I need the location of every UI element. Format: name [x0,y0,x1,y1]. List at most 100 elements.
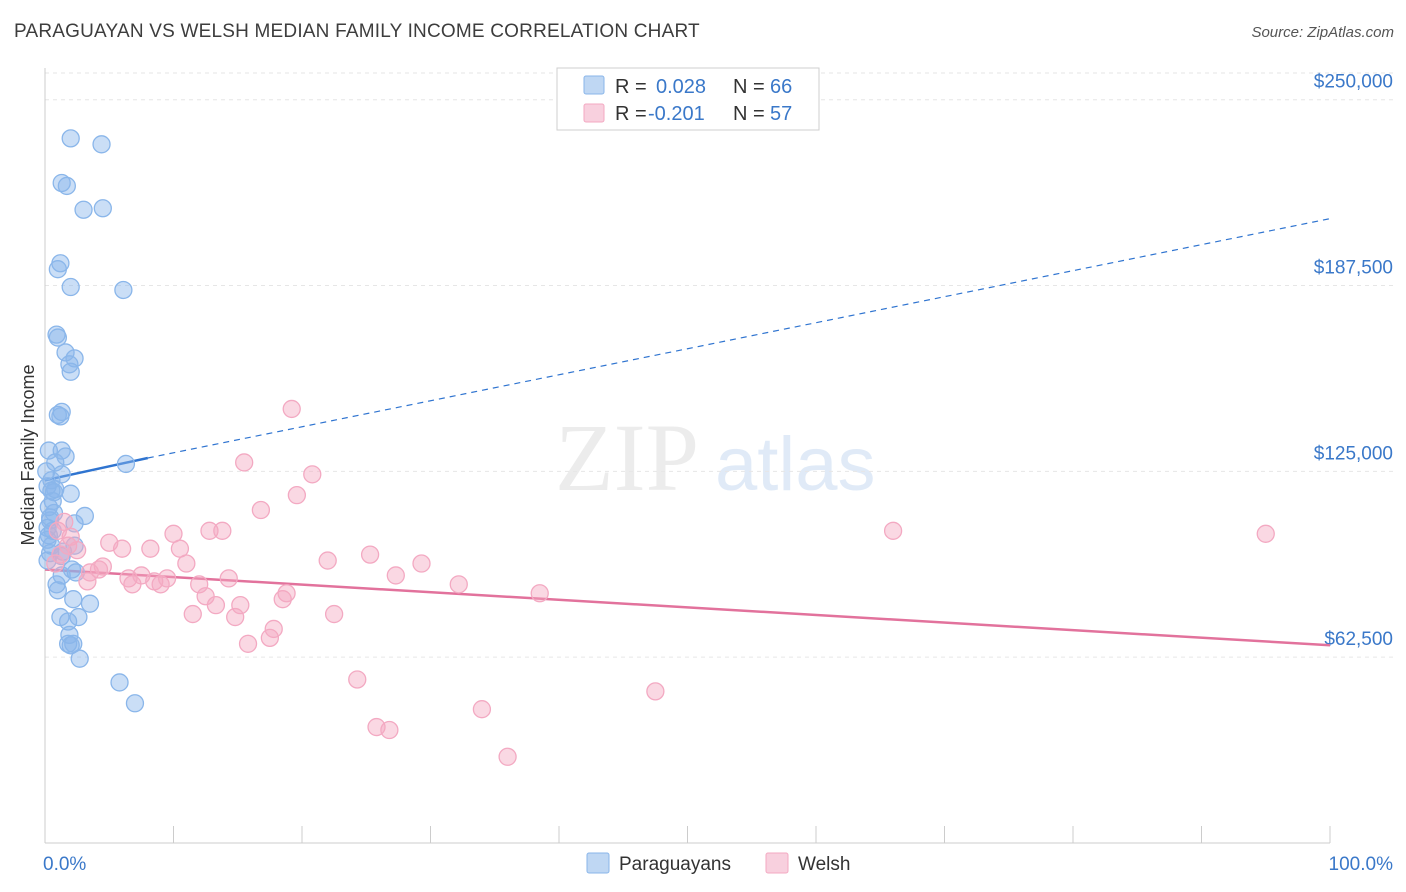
paraguayans-point-59 [110,673,129,692]
chart-title: PARAGUAYAN VS WELSH MEDIAN FAMILY INCOME… [14,21,700,42]
paraguayans-point-9 [114,280,133,300]
paraguayans-point-33 [75,506,94,526]
legend-r-label-1: R = [615,103,647,125]
y-tick-label-1: $125,000 [1314,443,1393,464]
welsh-point-32 [251,500,271,520]
welsh-point-25 [206,596,226,615]
welsh-point-4 [67,541,87,560]
bottom-legend-label-paraguayans: Paraguayans [619,854,731,875]
legend-n-label-0: N = [733,76,765,98]
welsh-point-14 [141,539,160,558]
legend-r-value-0: 0.028 [656,76,706,98]
paraguayans-point-47 [47,575,66,594]
welsh-point-21 [183,604,202,624]
x-tick-label-0: 0.0% [43,854,86,875]
watermark-atlas: atlas [715,422,876,507]
welsh-point-24 [200,521,219,540]
series-legend: Paraguayans Welsh [586,852,850,875]
paraguayans-point-29 [61,484,80,503]
welsh-point-31 [238,634,258,653]
paraguayans-point-50 [80,594,100,613]
paraguayans-point-15 [61,362,80,381]
welsh-point-50 [498,747,517,766]
paraguayans-point-1 [92,135,111,154]
x-tick-label-1: 100.0% [1329,854,1394,875]
y-tick-label-0: $62,500 [1324,629,1393,650]
welsh-point-17 [157,569,177,588]
welsh-point-26 [213,521,232,540]
legend-n-value-0: 66 [770,76,792,98]
paraguayans-point-49 [64,590,83,609]
welsh-point-45 [380,720,399,740]
welsh-point-40 [318,551,337,570]
paraguayans-point-7 [48,260,67,279]
legend-n-value-1: 57 [770,103,792,125]
legend-swatch-paraguayans [583,75,605,95]
welsh-point-54 [1256,524,1275,543]
paraguayans-trend-solid [44,456,149,482]
paraguayans-point-21 [56,447,75,466]
paraguayans-point-18 [51,407,70,426]
scatter-points [37,129,1275,766]
welsh-point-34 [264,619,283,639]
paraguayans-point-11 [48,328,67,347]
welsh-point-27 [219,569,238,588]
paraguayans-trend-dashed [147,218,1331,459]
welsh-point-51 [530,584,549,603]
welsh-point-42 [348,670,367,689]
welsh-point-20 [177,554,196,573]
welsh-point-41 [324,604,344,624]
legend-n-label-1: N = [733,103,765,125]
paraguayans-point-61 [37,462,56,481]
source-label: Source: ZipAtlas.com [1251,24,1394,41]
paraguayans-point-52 [69,607,88,627]
paraguayans-point-12 [56,343,75,362]
bottom-legend-swatch-welsh [765,852,789,874]
paraguayans-point-4 [74,200,93,219]
paraguayans-point-58 [70,649,89,668]
y-axis-label: Median Family Income [18,364,38,545]
bottom-legend-swatch-paraguayans [586,852,610,874]
welsh-point-38 [287,485,307,505]
y-tick-labels: $62,500 $125,000 $187,500 $250,000 [1314,72,1393,650]
axes [44,68,1331,844]
y-tick-label-2: $187,500 [1314,258,1393,279]
paraguayans-point-3 [57,176,76,196]
welsh-point-56 [89,560,109,579]
paraguayans-point-23 [116,454,136,474]
paraguayans-point-53 [58,612,78,631]
welsh-point-49 [472,700,492,719]
legend-swatch-welsh [583,103,605,123]
trend-lines [44,218,1331,647]
welsh-point-55 [78,572,97,591]
welsh-point-30 [235,453,254,472]
welsh-point-52 [646,682,665,701]
x-tick-labels: 0.0% 100.0% [43,854,1393,875]
welsh-point-36 [277,584,296,603]
welsh-point-37 [282,399,301,419]
paraguayans-point-64 [46,480,65,499]
watermark-zip: ZIP [555,404,699,511]
welsh-point-5 [51,545,70,564]
paraguayans-point-0 [61,129,80,148]
watermark: ZIP atlas [555,404,876,511]
welsh-trend-line [44,568,1331,647]
paraguayans-point-60 [125,694,145,713]
welsh-point-29 [231,596,250,615]
welsh-point-46 [386,566,405,585]
welsh-point-6 [46,554,65,573]
legend-r-label-0: R = [615,76,647,98]
paraguayans-point-8 [61,277,80,297]
y-tick-label-3: $250,000 [1314,72,1393,93]
welsh-point-48 [449,575,468,594]
correlation-legend: R = 0.028 N = 66 R = -0.201 N = 57 [556,67,820,131]
welsh-point-39 [303,465,322,484]
paraguayans-point-48 [48,581,67,600]
welsh-point-33 [260,628,280,648]
welsh-point-53 [883,521,903,540]
welsh-point-47 [412,554,431,573]
gridlines [45,72,1395,658]
welsh-point-43 [360,545,380,564]
bottom-legend-label-welsh: Welsh [798,854,850,875]
